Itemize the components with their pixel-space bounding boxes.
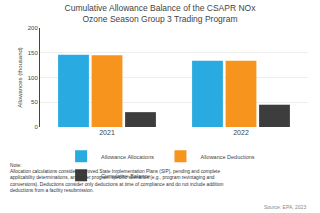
svg-text:Note:Allocation calculations c: Note:Allocation calculations consider ap… bbox=[10, 163, 224, 193]
svg-text:150: 150 bbox=[28, 50, 39, 56]
svg-text:50: 50 bbox=[31, 99, 38, 105]
svg-text:200: 200 bbox=[28, 25, 39, 31]
svg-text:2022: 2022 bbox=[233, 129, 249, 136]
svg-text:Allowances (thousand): Allowances (thousand) bbox=[17, 47, 23, 108]
svg-text:Allowance Allocations: Allowance Allocations bbox=[101, 153, 154, 159]
svg-text:2021: 2021 bbox=[99, 129, 115, 136]
svg-text:0: 0 bbox=[34, 124, 38, 130]
svg-text:Cumulative Balance: Cumulative Balance bbox=[101, 172, 150, 178]
svg-text:100: 100 bbox=[28, 75, 39, 81]
svg-text:Allowance Deductions: Allowance Deductions bbox=[200, 153, 254, 159]
svg-text:Cumulative Allowance Balance o: Cumulative Allowance Balance of the CSAP… bbox=[65, 3, 257, 24]
svg-text:Source: EPA, 2023: Source: EPA, 2023 bbox=[264, 204, 306, 210]
